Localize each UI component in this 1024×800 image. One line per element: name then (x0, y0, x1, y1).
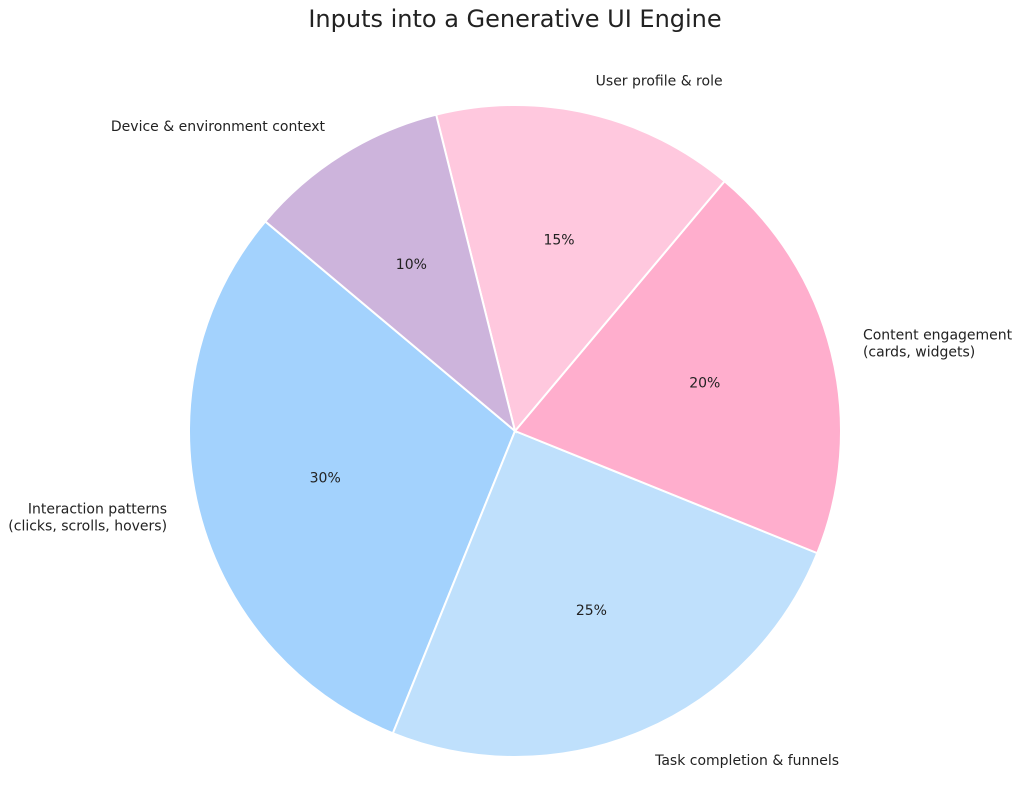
percent-label: 25% (576, 603, 607, 619)
slice-label: User profile & role (596, 74, 723, 90)
chart-title: Inputs into a Generative UI Engine (308, 5, 721, 33)
pie-slice (188, 220, 517, 735)
percent-label: 10% (396, 257, 427, 273)
percent-label: 15% (543, 232, 574, 248)
pie-slice (513, 179, 842, 555)
slice-label: Task completion & funnels (654, 753, 839, 769)
percent-label: 20% (689, 376, 720, 392)
pie-slice (263, 113, 517, 434)
slice-label: Content engagement (cards, widgets) (863, 328, 1013, 361)
slice-label: Device & environment context (111, 119, 326, 135)
slice-label: Interaction patterns (clicks, scrolls, ho… (8, 501, 167, 534)
pie-slice (434, 104, 726, 434)
pie-slice (391, 429, 819, 758)
percent-label: 30% (310, 470, 341, 486)
